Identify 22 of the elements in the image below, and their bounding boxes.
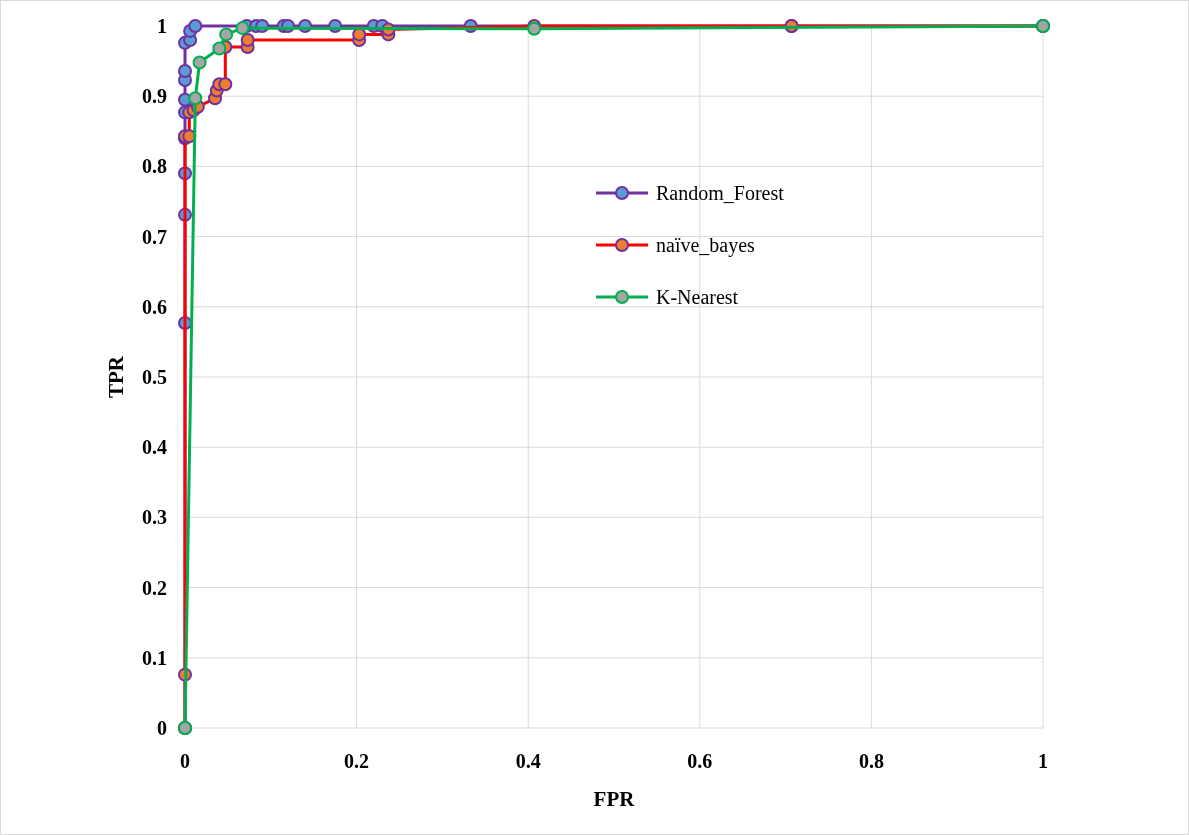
y-tick-label: 0.3 xyxy=(142,506,167,529)
y-tick-label: 1 xyxy=(157,15,167,37)
legend-label: naïve_bayes xyxy=(656,234,756,257)
x-axis-title: FPR xyxy=(593,787,636,811)
y-tick-label: 0.1 xyxy=(142,646,167,669)
x-tick-label: 0.4 xyxy=(515,750,541,772)
x-tick-label: 1 xyxy=(1038,750,1048,772)
x-tick-label: 0 xyxy=(180,750,190,772)
y-tick-label: 0.6 xyxy=(142,295,167,318)
x-tick-label: 0.8 xyxy=(858,750,884,772)
x-tick-label: 0.2 xyxy=(344,750,370,772)
y-tick-label: 0.8 xyxy=(142,155,167,178)
y-tick-label: 0.4 xyxy=(142,436,167,459)
y-axis-title: TPR xyxy=(104,355,128,398)
y-tick-label: 0.7 xyxy=(142,225,167,248)
y-tick-label: 0.2 xyxy=(142,576,167,599)
y-tick-label: 0 xyxy=(157,717,167,739)
legend-label: Random_Forest xyxy=(656,182,785,204)
y-tick-label: 0.5 xyxy=(142,366,167,388)
x-tick-label: 0.6 xyxy=(687,750,713,772)
y-tick-label: 0.9 xyxy=(142,85,167,108)
legend-label: K-Nearest xyxy=(656,286,739,308)
